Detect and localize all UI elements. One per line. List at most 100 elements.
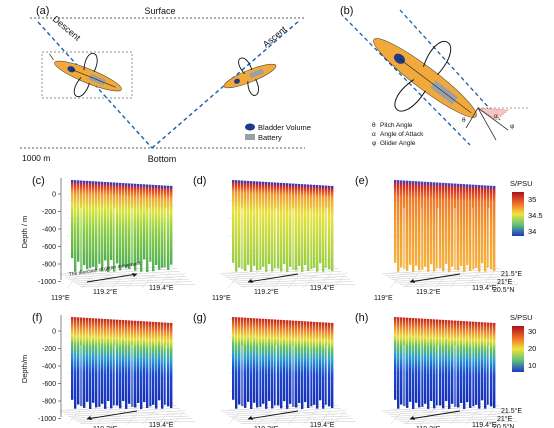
legend-b-label-2: Glider Angle xyxy=(380,140,416,147)
glider-descent xyxy=(49,52,122,97)
depth-tick-label: -1000 xyxy=(38,279,56,286)
profile-strip xyxy=(167,322,170,407)
profile-strip xyxy=(313,184,316,268)
b-glide-axis xyxy=(399,9,501,121)
profile-strip xyxy=(155,322,158,409)
profile-strip xyxy=(77,317,80,405)
panel-c-x-ticks: 119°E 119.2°E 119.4°E xyxy=(51,284,174,302)
profile-strip xyxy=(415,318,418,403)
profile-strip xyxy=(89,318,92,409)
profile-strip xyxy=(268,182,271,264)
panel-a: (a) Surface 1000 m Bottom Descent Ascent… xyxy=(20,5,311,164)
profile-strip xyxy=(164,185,167,268)
panel-g-floor-grid xyxy=(219,402,357,426)
profile-strip xyxy=(71,317,74,400)
b-letter-theta: θ xyxy=(462,117,466,124)
profile-strip xyxy=(331,185,334,271)
profile-strip xyxy=(421,181,424,270)
profile-strip xyxy=(101,318,104,404)
profile-strip xyxy=(298,320,301,404)
depth-label: 1000 m xyxy=(22,153,50,163)
profile-strip xyxy=(319,185,322,264)
profile-strip xyxy=(152,184,155,272)
profile-strip xyxy=(104,181,107,261)
profile-strip xyxy=(415,181,418,266)
panel-e-x-ticks: 119°E 119.2°E 119.4°E xyxy=(374,284,497,302)
profile-strip xyxy=(274,182,277,269)
profile-strip xyxy=(472,184,475,270)
profile-strip xyxy=(397,317,400,409)
profile-strip xyxy=(247,317,250,402)
profile-strip xyxy=(247,180,250,265)
profile-strip xyxy=(289,183,292,267)
profile-strip xyxy=(442,319,445,409)
panel-d-direction-arrow xyxy=(247,273,299,283)
profile-strip xyxy=(424,181,427,267)
profile-strip xyxy=(155,185,158,265)
profile-strip xyxy=(77,180,80,262)
colorbar-temp-bar xyxy=(512,326,524,372)
panel-f: (f)0-200-400-600-800-1000Depth/m119°E119… xyxy=(20,312,196,428)
lat-tick-label: 21°E xyxy=(497,278,513,286)
profile-strip xyxy=(265,181,268,272)
profile-strip xyxy=(238,180,241,268)
profile-strip xyxy=(409,180,412,265)
panel-g-label: (g) xyxy=(193,312,206,324)
profile-strip xyxy=(409,317,412,402)
colorbar-salinity: S/PSU 35 34.5 34 xyxy=(510,179,543,236)
panel-f-floor-grid xyxy=(58,402,196,426)
profile-strip xyxy=(238,317,241,405)
profile-strip xyxy=(280,319,283,409)
profile-strip xyxy=(439,319,442,406)
panel-e-lat-ticks: 21.5°E21°E20.5°N xyxy=(493,270,522,294)
glider-ascent xyxy=(223,57,277,96)
profile-strip xyxy=(295,183,298,271)
profile-strip xyxy=(232,317,235,400)
profile-strip xyxy=(469,184,472,271)
profile-strip xyxy=(167,185,170,270)
profile-strip xyxy=(250,181,253,272)
glider-detail xyxy=(373,38,477,118)
panel-f-depth-axis: 0 -200 -400 -600 -800 -1000 Depth/m xyxy=(20,315,62,423)
colorbar-salinity-bar xyxy=(512,192,524,236)
x-tick-label: 119°E xyxy=(212,294,231,302)
lat-tick-label: 21°E xyxy=(497,415,513,423)
x-tick-label: 119.4°E xyxy=(310,284,335,292)
profile-strip xyxy=(412,181,415,272)
profile-strip xyxy=(146,321,149,408)
profile-strip xyxy=(466,184,469,266)
profile-strip xyxy=(301,184,304,272)
panel-c-floor-grid xyxy=(58,265,196,289)
profile-strip xyxy=(424,318,427,404)
profile-strip xyxy=(152,321,155,405)
profile-strip xyxy=(74,180,77,272)
profile-strip xyxy=(286,183,289,272)
panel-f-ylabel: Depth/m xyxy=(20,355,29,383)
colorbar-salinity-tick-2: 34 xyxy=(528,227,536,236)
profile-strip xyxy=(161,185,164,268)
profile-strip xyxy=(116,182,119,264)
colorbar-temp-title: S/PSU xyxy=(510,313,533,322)
profile-strip xyxy=(140,321,143,409)
profile-strip xyxy=(161,322,164,409)
profile-strip xyxy=(316,185,319,272)
profile-strip xyxy=(262,181,265,267)
profile-strip xyxy=(433,319,436,409)
profile-strip xyxy=(122,320,125,402)
panel-g-profile-curtain xyxy=(232,317,334,409)
profile-strip xyxy=(493,322,496,408)
colorbar-temp-tick-2: 10 xyxy=(528,361,536,370)
profile-strip xyxy=(436,319,439,406)
profile-strip xyxy=(310,184,313,270)
b-velocity-vector xyxy=(477,107,509,131)
panel-d-profile-curtain xyxy=(232,180,334,272)
profile-strip xyxy=(289,320,292,404)
profile-strip xyxy=(104,318,107,409)
lat-tick-label: 20.5°N xyxy=(493,423,514,428)
panel-c-ylabel: Depth / m xyxy=(20,216,29,249)
legend-a: Bladder Volume Battery xyxy=(245,123,311,142)
colorbar-temperature: S/PSU 30 20 10 xyxy=(510,313,536,372)
